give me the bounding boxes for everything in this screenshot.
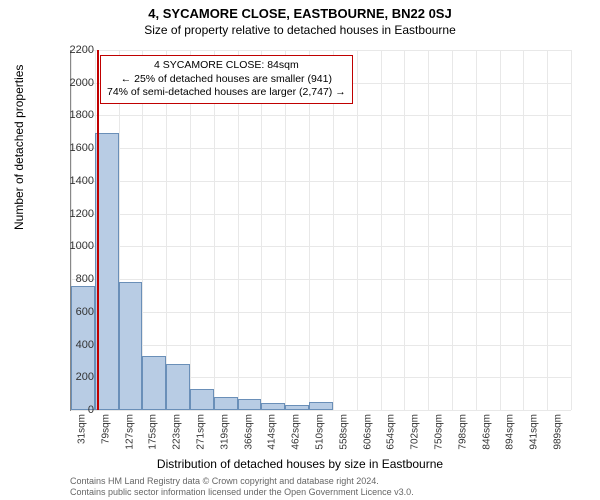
plot-area xyxy=(70,50,571,411)
title-line-2: Size of property relative to detached ho… xyxy=(0,21,600,37)
gridline-v xyxy=(261,50,262,410)
gridline-v xyxy=(452,50,453,410)
gridline-v xyxy=(285,50,286,410)
gridline-h xyxy=(71,115,571,116)
histogram-bar xyxy=(142,356,166,410)
callout-line: 74% of semi-detached houses are larger (… xyxy=(107,86,346,100)
histogram-bar xyxy=(190,389,214,410)
gridline-v xyxy=(476,50,477,410)
y-tick-label: 1800 xyxy=(44,109,94,121)
histogram-bar xyxy=(309,402,333,410)
y-tick-label: 200 xyxy=(44,371,94,383)
gridline-h xyxy=(71,148,571,149)
gridline-h xyxy=(71,410,571,411)
gridline-v xyxy=(381,50,382,410)
x-tick-label: 271sqm xyxy=(195,414,206,450)
callout-box: 4 SYCAMORE CLOSE: 84sqm← 25% of detached… xyxy=(100,55,353,104)
x-tick-label: 414sqm xyxy=(267,414,278,450)
x-tick-label: 798sqm xyxy=(457,414,468,450)
x-tick-label: 79sqm xyxy=(100,414,111,444)
x-tick-label: 31sqm xyxy=(76,414,87,444)
x-tick-label: 558sqm xyxy=(338,414,349,450)
x-tick-label: 175sqm xyxy=(148,414,159,450)
gridline-v xyxy=(547,50,548,410)
gridline-h xyxy=(71,181,571,182)
y-tick-label: 1600 xyxy=(44,142,94,154)
gridline-v xyxy=(523,50,524,410)
footer-line-1: Contains HM Land Registry data © Crown c… xyxy=(70,476,590,487)
gridline-h xyxy=(71,50,571,51)
gridline-v xyxy=(238,50,239,410)
gridline-v xyxy=(166,50,167,410)
y-tick-label: 2200 xyxy=(44,44,94,56)
title-line-1: 4, SYCAMORE CLOSE, EASTBOURNE, BN22 0SJ xyxy=(0,0,600,21)
x-tick-label: 510sqm xyxy=(315,414,326,450)
x-tick-label: 319sqm xyxy=(219,414,230,450)
x-axis-label: Distribution of detached houses by size … xyxy=(0,457,600,471)
gridline-h xyxy=(71,246,571,247)
y-tick-label: 2000 xyxy=(44,77,94,89)
histogram-bar xyxy=(214,397,238,410)
y-tick-label: 400 xyxy=(44,339,94,351)
x-tick-label: 654sqm xyxy=(386,414,397,450)
gridline-h xyxy=(71,345,571,346)
chart-container: 4, SYCAMORE CLOSE, EASTBOURNE, BN22 0SJ … xyxy=(0,0,600,500)
y-tick-label: 1400 xyxy=(44,175,94,187)
x-tick-label: 846sqm xyxy=(481,414,492,450)
gridline-v xyxy=(214,50,215,410)
histogram-bar xyxy=(261,403,285,410)
x-tick-label: 989sqm xyxy=(553,414,564,450)
gridline-v xyxy=(428,50,429,410)
gridline-v xyxy=(333,50,334,410)
y-tick-label: 1200 xyxy=(44,208,94,220)
x-tick-label: 606sqm xyxy=(362,414,373,450)
gridline-h xyxy=(71,312,571,313)
y-tick-label: 800 xyxy=(44,273,94,285)
histogram-bar xyxy=(238,399,262,410)
histogram-bar xyxy=(166,364,190,410)
x-tick-label: 366sqm xyxy=(243,414,254,450)
y-tick-label: 600 xyxy=(44,306,94,318)
x-tick-label: 127sqm xyxy=(124,414,135,450)
x-tick-label: 894sqm xyxy=(505,414,516,450)
y-axis-label: Number of detached properties xyxy=(12,65,26,230)
x-tick-label: 702sqm xyxy=(410,414,421,450)
histogram-bar xyxy=(119,282,143,410)
x-tick-label: 750sqm xyxy=(434,414,445,450)
x-tick-label: 462sqm xyxy=(291,414,302,450)
gridline-h xyxy=(71,214,571,215)
footer-attribution: Contains HM Land Registry data © Crown c… xyxy=(70,476,590,498)
chart-area: 4 SYCAMORE CLOSE: 84sqm← 25% of detached… xyxy=(70,50,570,410)
gridline-v xyxy=(190,50,191,410)
callout-line: ← 25% of detached houses are smaller (94… xyxy=(107,73,346,87)
gridline-v xyxy=(309,50,310,410)
x-tick-label: 941sqm xyxy=(529,414,540,450)
gridline-v xyxy=(571,50,572,410)
gridline-h xyxy=(71,279,571,280)
property-marker-line xyxy=(97,50,99,410)
x-tick-label: 223sqm xyxy=(172,414,183,450)
y-tick-label: 1000 xyxy=(44,240,94,252)
footer-line-2: Contains public sector information licen… xyxy=(70,487,590,498)
gridline-v xyxy=(500,50,501,410)
histogram-bar xyxy=(285,405,309,410)
gridline-v xyxy=(404,50,405,410)
callout-line: 4 SYCAMORE CLOSE: 84sqm xyxy=(107,59,346,73)
gridline-v xyxy=(357,50,358,410)
